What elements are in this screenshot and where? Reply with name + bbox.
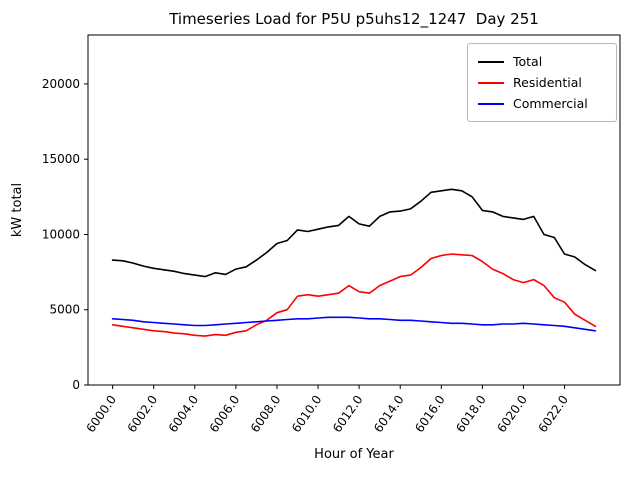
y-tick-label: 20000 <box>42 77 80 91</box>
legend-item: Total <box>478 51 606 72</box>
y-axis-label: kW total <box>10 182 25 238</box>
y-tick-label: 0 <box>72 378 80 392</box>
legend-label: Total <box>513 54 543 69</box>
x-axis-label: Hour of Year <box>314 447 394 462</box>
legend: Total Residential Commercial <box>467 43 617 122</box>
legend-item: Residential <box>478 72 606 93</box>
x-tick-label: 6008.0 <box>248 393 284 435</box>
x-tick-label: 6016.0 <box>412 393 448 435</box>
x-tick-label: 6002.0 <box>125 393 161 435</box>
x-tick-label: 6020.0 <box>494 393 530 435</box>
legend-label: Commercial <box>513 96 588 111</box>
x-tick-label: 6004.0 <box>166 393 202 435</box>
series-line-commercial <box>111 316 597 332</box>
x-tick-label: 6018.0 <box>453 393 489 435</box>
x-tick-label: 6000.0 <box>84 393 120 435</box>
x-tick-label: 6022.0 <box>535 393 571 435</box>
x-tick-label: 6006.0 <box>207 393 243 435</box>
x-tick-label: 6014.0 <box>371 393 407 435</box>
axes-frame <box>87 34 621 386</box>
y-tick-label: 15000 <box>42 152 80 166</box>
legend-swatch <box>478 60 504 63</box>
chart-title: Timeseries Load for P5U p5uhs12_1247 Day… <box>169 10 539 28</box>
y-tick-label: 5000 <box>49 303 80 317</box>
legend-swatch <box>478 102 504 105</box>
x-tick-label: 6012.0 <box>330 393 366 435</box>
y-tick-label: 10000 <box>42 227 80 241</box>
series-line-total <box>111 188 597 278</box>
x-tick-label: 6010.0 <box>289 393 325 435</box>
series-line-residential <box>111 253 597 337</box>
legend-item: Commercial <box>478 93 606 114</box>
legend-label: Residential <box>513 75 582 90</box>
legend-swatch <box>478 81 504 84</box>
